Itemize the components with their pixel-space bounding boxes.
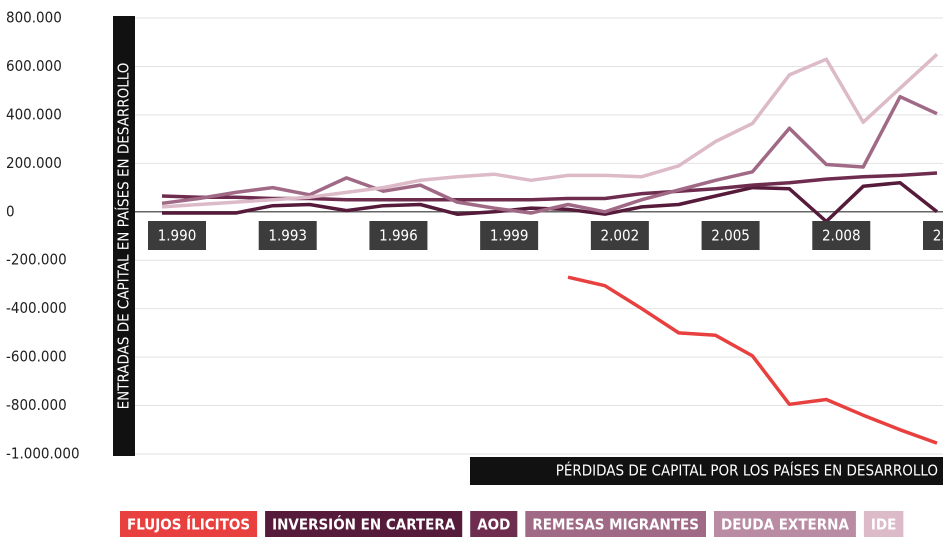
y-tick-label: 400.000 bbox=[6, 105, 62, 123]
x-tick-box bbox=[480, 221, 539, 250]
y-tick-label: 600.000 bbox=[6, 57, 62, 75]
x-tick-label: 2.011 bbox=[933, 227, 943, 245]
legend-swatch bbox=[863, 511, 904, 537]
legend-item: DEUDA EXTERNA bbox=[713, 511, 856, 537]
y-tick-label: -800.000 bbox=[6, 396, 67, 414]
x-axis-label: PÉRDIDAS DE CAPITAL POR LOS PAÍSES EN DE… bbox=[556, 461, 938, 480]
x-tick-box bbox=[369, 221, 428, 250]
x-tick-box bbox=[812, 221, 871, 250]
legend-item: IDE bbox=[863, 511, 904, 537]
y-tick-label: -1.000.000 bbox=[6, 445, 80, 463]
legend-label: REMESAS MIGRANTES bbox=[532, 516, 699, 534]
x-tick-box bbox=[258, 221, 317, 250]
legend-item: INVERSIÓN EN CARTERA bbox=[265, 511, 463, 537]
grid bbox=[135, 17, 943, 455]
legend-swatch bbox=[120, 511, 258, 537]
x-tick-label: 1.999 bbox=[490, 227, 529, 245]
y-tick-label: 200.000 bbox=[6, 154, 62, 172]
x-tick-label: 1.996 bbox=[379, 227, 418, 245]
legend-label: IDE bbox=[871, 516, 896, 534]
legend-swatch bbox=[470, 511, 518, 537]
x-axis-label-bar bbox=[470, 457, 943, 485]
y-tick-label: -400.000 bbox=[6, 299, 67, 317]
y-tick-label: -200.000 bbox=[6, 251, 67, 269]
legend-swatch bbox=[265, 511, 463, 537]
legend-item: REMESAS MIGRANTES bbox=[525, 511, 706, 537]
legend-label: INVERSIÓN EN CARTERA bbox=[272, 515, 456, 534]
y-axis-label-bar bbox=[113, 16, 135, 456]
x-tick-box bbox=[148, 221, 206, 250]
legend-label: AOD bbox=[477, 516, 510, 534]
x-tick-label: 2.008 bbox=[822, 227, 861, 245]
x-tick-label: 2.005 bbox=[711, 227, 750, 245]
lines bbox=[161, 53, 939, 445]
legend-label: FLUJOS ÍLICITOS bbox=[127, 515, 250, 534]
legend-item: FLUJOS ÍLICITOS bbox=[120, 511, 258, 537]
y-tick-label: 800.000 bbox=[6, 9, 62, 27]
x-tick-label: 2.002 bbox=[601, 227, 640, 245]
y-tick-label: 0 bbox=[6, 202, 15, 220]
x-tick-box bbox=[701, 221, 760, 250]
series-line bbox=[161, 94, 938, 215]
legend-label: DEUDA EXTERNA bbox=[721, 516, 849, 534]
legend-swatch bbox=[713, 511, 856, 537]
x-tick-label: 1.990 bbox=[158, 227, 197, 245]
x-tick-box bbox=[590, 221, 649, 250]
legend-swatch bbox=[525, 511, 706, 537]
x-tick-box bbox=[923, 221, 943, 250]
y-tick-label: -600.000 bbox=[6, 348, 67, 366]
legend-item: AOD bbox=[470, 511, 518, 537]
x-tick-label: 1.993 bbox=[268, 227, 307, 245]
series-line bbox=[567, 275, 938, 445]
y-axis-label: ENTRADAS DE CAPITAL EN PAÍSES EN DESARRO… bbox=[114, 63, 133, 410]
series-line bbox=[161, 53, 939, 209]
